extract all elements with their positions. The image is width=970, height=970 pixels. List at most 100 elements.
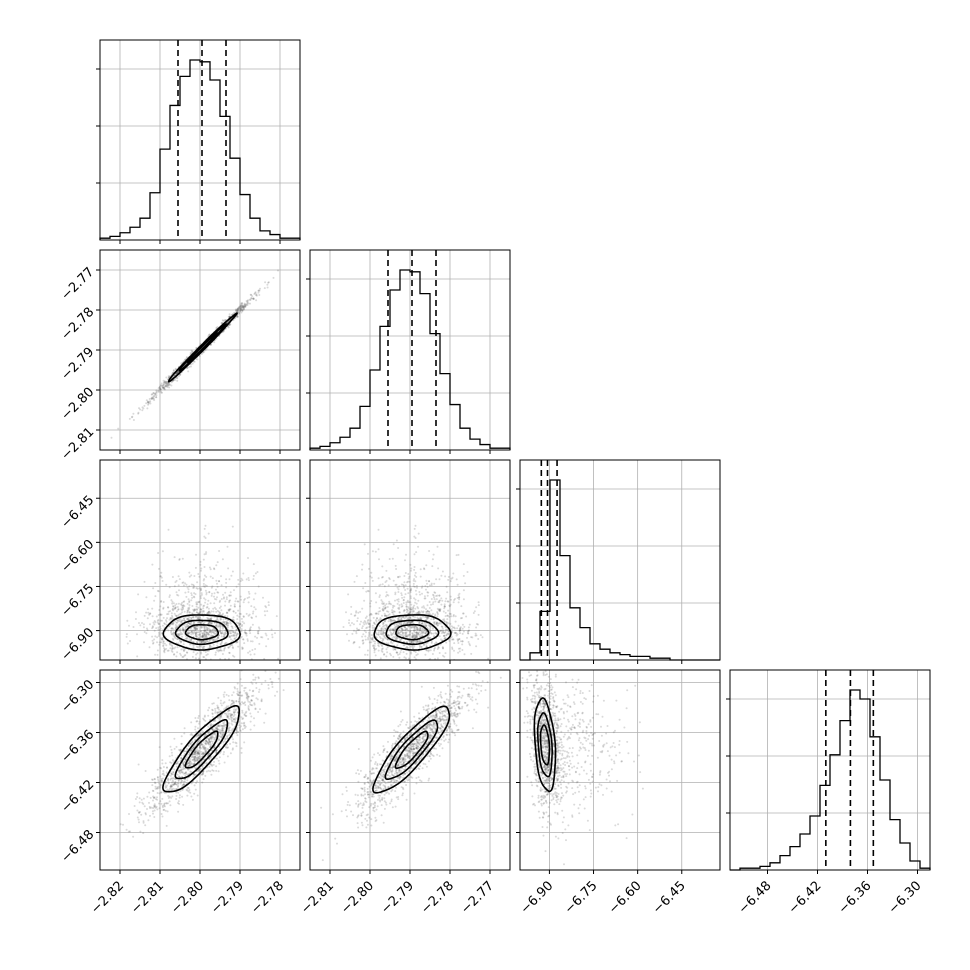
sample-point (235, 628, 238, 631)
sample-point (228, 599, 231, 602)
sample-point (155, 394, 158, 397)
sample-point (215, 610, 218, 613)
sample-point (192, 773, 195, 776)
sample-point (391, 611, 394, 614)
sample-point (221, 727, 224, 730)
sample-point (402, 602, 405, 604)
sample-point (375, 612, 378, 615)
sample-point (382, 634, 385, 637)
sample-point (227, 730, 230, 733)
sample-point (174, 581, 177, 584)
sample-point (185, 583, 188, 586)
sample-point (381, 576, 383, 579)
sample-point (156, 636, 159, 639)
sample-point (158, 792, 161, 795)
sample-point (245, 578, 248, 581)
sample-point (219, 618, 222, 621)
sample-point (426, 616, 429, 619)
sample-point (196, 581, 199, 584)
sample-point (380, 628, 383, 631)
sample-point (173, 635, 176, 638)
sample-point (190, 631, 193, 634)
sample-point (192, 651, 195, 654)
sample-point (426, 604, 429, 607)
sample-point (172, 609, 175, 612)
sample-point (359, 610, 362, 613)
sample-point (245, 634, 248, 637)
sample-point (219, 649, 222, 652)
sample-point (258, 688, 261, 691)
sample-point (221, 632, 223, 635)
contour-line (178, 323, 228, 372)
sample-point (399, 631, 402, 634)
sample-point (353, 641, 355, 644)
x-tick-label: −2.79 (208, 878, 247, 917)
sample-point (445, 585, 448, 588)
sample-point (206, 653, 209, 656)
sample-point (424, 653, 427, 656)
sample-point (204, 640, 206, 643)
sample-point (148, 401, 151, 404)
sample-point (239, 626, 241, 629)
sample-point (190, 574, 193, 577)
contour-line (385, 619, 440, 646)
sample-point (441, 646, 444, 649)
sample-point (184, 771, 187, 774)
sample-point (400, 605, 403, 608)
sample-point (416, 640, 419, 643)
sample-point (147, 401, 150, 404)
sample-point (236, 308, 239, 311)
sample-point (374, 612, 377, 615)
sample-point (395, 651, 398, 654)
sample-point (445, 621, 448, 624)
sample-point (128, 813, 130, 815)
sample-point (452, 601, 455, 604)
sample-point (345, 611, 347, 614)
sample-point (220, 322, 223, 325)
sample-point (174, 607, 177, 610)
sample-point (433, 649, 436, 652)
sample-point (208, 591, 211, 593)
sample-point (257, 676, 260, 679)
sample-point (238, 308, 241, 311)
sample-point (409, 664, 411, 666)
sample-point (180, 640, 183, 643)
sample-point (232, 631, 235, 633)
sample-point (382, 638, 385, 641)
sample-point (435, 595, 438, 597)
sample-point (454, 615, 457, 618)
sample-point (209, 611, 212, 614)
sample-point (193, 756, 196, 759)
x-tick-label: −2.81 (128, 878, 167, 917)
sample-point (202, 740, 205, 743)
sample-point (206, 628, 209, 631)
sample-point (170, 631, 173, 634)
sample-point (225, 622, 228, 625)
sample-point (416, 641, 419, 644)
sample-point (373, 621, 376, 624)
sample-point (370, 613, 373, 616)
sample-point (171, 617, 174, 620)
sample-point (437, 646, 440, 649)
sample-point (410, 621, 413, 623)
sample-point (377, 619, 380, 622)
sample-point (210, 645, 213, 648)
sample-point (243, 702, 246, 705)
sample-point (205, 636, 208, 639)
sample-point (182, 581, 185, 584)
sample-point (180, 757, 183, 760)
sample-point (205, 631, 208, 634)
sample-point (362, 587, 365, 590)
sample-point (163, 803, 166, 806)
sample-point (212, 628, 215, 631)
sample-point (228, 608, 231, 611)
sample-point (381, 648, 384, 651)
sample-point (162, 809, 165, 811)
sample-point (202, 645, 205, 648)
sample-point (246, 693, 249, 695)
sample-point (203, 630, 206, 633)
sample-point (232, 616, 235, 619)
sample-point (158, 386, 161, 389)
sample-point (206, 618, 209, 620)
sample-point (160, 802, 163, 805)
